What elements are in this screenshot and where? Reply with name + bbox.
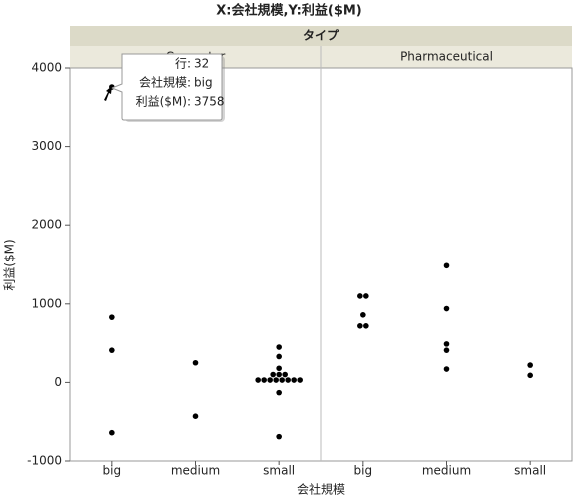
tooltip-label: 利益($M): <box>136 95 191 109</box>
y-axis-label: 利益($M) <box>3 239 17 290</box>
point <box>443 262 450 269</box>
y-tick-label: -1000 <box>27 454 62 468</box>
x-axis-label: 会社規模 <box>297 482 345 497</box>
tooltip-box <box>110 53 223 121</box>
point <box>527 362 533 368</box>
point <box>285 377 291 383</box>
panel-label: Pharmaceutical <box>400 50 493 64</box>
y-tick-label: 4000 <box>31 61 62 75</box>
point <box>443 366 450 372</box>
cursor <box>104 86 112 101</box>
point <box>270 371 276 378</box>
point <box>276 389 282 396</box>
point <box>276 433 282 440</box>
point <box>261 377 267 383</box>
point <box>527 372 533 379</box>
y-tick-label: 1000 <box>31 296 62 310</box>
point <box>273 377 279 383</box>
point <box>192 413 199 419</box>
x-tick-label: big <box>354 464 373 478</box>
point <box>276 344 282 350</box>
x-tick-label: small <box>514 464 546 478</box>
point <box>297 377 303 383</box>
tooltip-label: 行: <box>175 57 191 71</box>
point <box>109 429 115 436</box>
x-tick-label: big <box>103 464 122 478</box>
point <box>443 305 450 312</box>
point <box>363 323 369 329</box>
point <box>276 371 282 378</box>
y-tick-label: 0 <box>54 375 62 389</box>
tooltip-value: big <box>194 76 213 90</box>
point <box>357 293 363 299</box>
point <box>255 377 261 383</box>
point <box>276 365 282 372</box>
facet-header <box>70 26 572 46</box>
tooltip-label: 会社規模: <box>139 75 191 90</box>
point <box>109 347 115 353</box>
y-tick-label: 2000 <box>31 218 62 232</box>
point <box>282 371 288 378</box>
point <box>291 377 297 383</box>
x-tick-label: medium <box>422 464 471 478</box>
point <box>363 293 369 299</box>
point <box>360 312 366 318</box>
point <box>357 323 363 329</box>
point <box>192 359 199 366</box>
x-tick-label: medium <box>171 464 220 478</box>
y-tick-label: 3000 <box>31 139 62 153</box>
point <box>267 377 273 383</box>
chart-title: X:会社規模,Y:利益($M) <box>216 3 362 19</box>
point <box>276 353 282 360</box>
point <box>443 347 450 353</box>
point <box>109 314 115 320</box>
tooltip-value: 32 <box>194 57 209 71</box>
point <box>443 341 450 347</box>
point <box>279 377 285 383</box>
facet-title: タイプ <box>303 28 340 43</box>
x-tick-label: small <box>263 464 295 478</box>
tooltip-value: 3758 <box>194 95 225 109</box>
